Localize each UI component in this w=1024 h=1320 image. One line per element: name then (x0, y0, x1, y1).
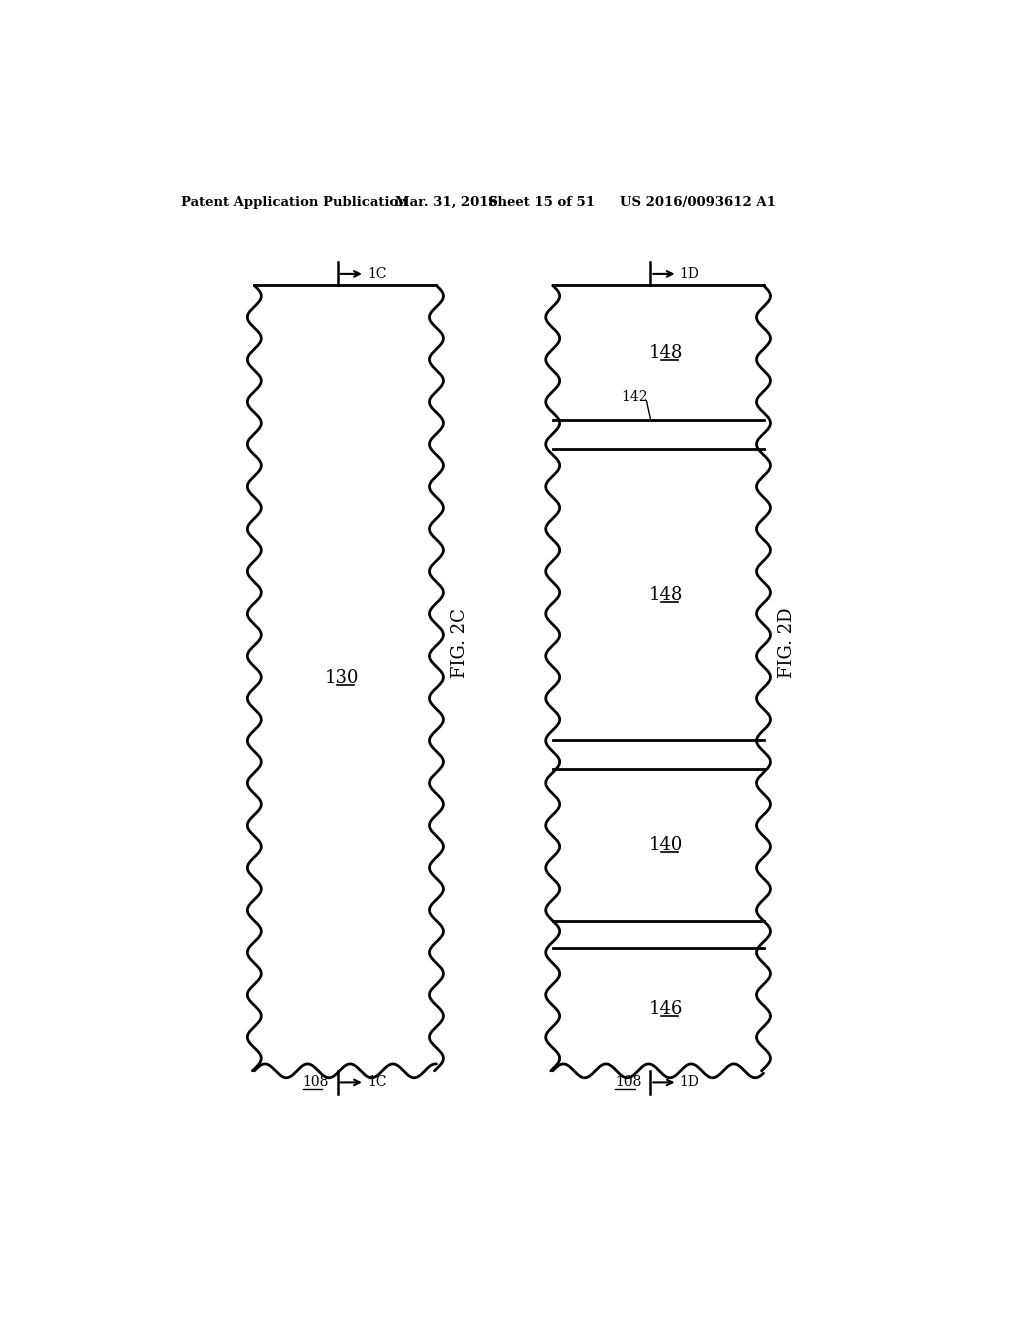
Text: 140: 140 (648, 836, 683, 854)
Text: 1C: 1C (367, 267, 387, 281)
Text: 148: 148 (648, 343, 683, 362)
Text: FIG. 2C: FIG. 2C (451, 609, 469, 678)
Text: 1D: 1D (680, 267, 699, 281)
Text: Patent Application Publication: Patent Application Publication (180, 195, 408, 209)
Text: 1D: 1D (680, 1076, 699, 1089)
Text: 148: 148 (648, 586, 683, 603)
Text: Sheet 15 of 51: Sheet 15 of 51 (488, 195, 595, 209)
Text: 142: 142 (622, 391, 648, 404)
Text: 108: 108 (303, 1076, 329, 1089)
Text: 1C: 1C (367, 1076, 387, 1089)
Text: 130: 130 (325, 669, 358, 688)
Text: 146: 146 (648, 1001, 683, 1018)
Text: Mar. 31, 2016: Mar. 31, 2016 (395, 195, 498, 209)
Text: 108: 108 (615, 1076, 642, 1089)
Text: FIG. 2D: FIG. 2D (778, 607, 796, 678)
Text: US 2016/0093612 A1: US 2016/0093612 A1 (621, 195, 776, 209)
